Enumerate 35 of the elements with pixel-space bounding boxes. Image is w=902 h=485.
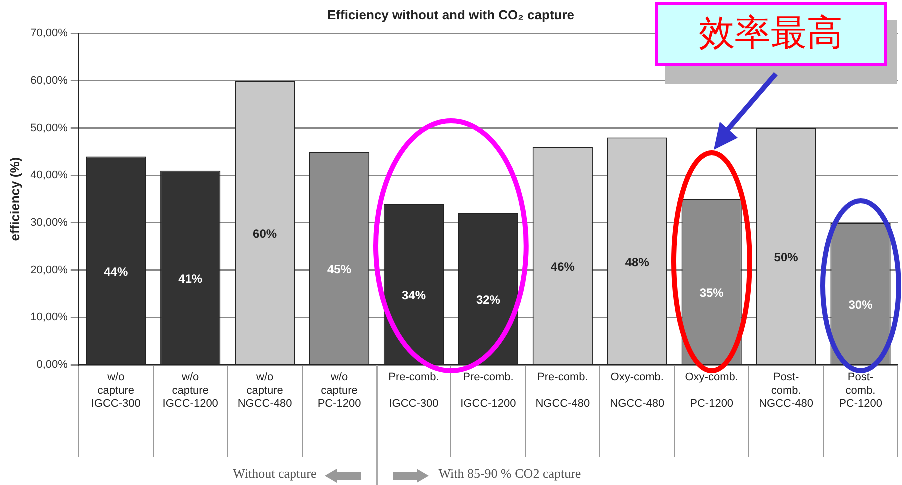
x-tick-label: w/o capture NGCC-480 <box>238 372 292 410</box>
category-label: Oxy-comb. NGCC-480 <box>610 372 665 410</box>
data-label: 60% <box>253 226 278 241</box>
y-tick-label: 0,00% <box>36 359 68 372</box>
annotation: 效率最高 <box>655 2 887 66</box>
data-label: 48% <box>625 255 650 270</box>
category-label: Pre-comb. IGCC-1200 <box>460 372 516 410</box>
y-tick-label: 50,00% <box>30 122 68 134</box>
data-label: 46% <box>550 260 576 274</box>
data-label: 44% <box>104 264 128 279</box>
y-tick-label: 10,00% <box>30 312 68 324</box>
y-tick-label: 70,00% <box>30 28 68 40</box>
data-label: 32% <box>476 293 501 308</box>
x-tick-label: w/o capture PC-1200 <box>318 372 362 410</box>
chart-title: Efficiency without and with CO₂ capture <box>327 7 575 22</box>
data-label: 50% <box>774 250 799 265</box>
y-axis-title: efficiency (%) <box>7 157 22 242</box>
data-label: 41% <box>178 272 203 286</box>
category-label: Oxy-comb. PC-1200 <box>685 372 738 410</box>
data-label: 35% <box>700 286 724 300</box>
y-tick-label: 40,00% <box>30 170 68 182</box>
category-label: Pre-comb. NGCC-480 <box>536 372 590 410</box>
y-tick-label: 20,00% <box>30 264 68 276</box>
x-tick-label: w/o capture IGCC-1200 <box>162 372 218 410</box>
text: With 85-90 % CO2 capture <box>438 466 582 482</box>
category-label: Pre-comb. IGCC-300 <box>388 372 440 410</box>
y-tick-label: 30,00% <box>30 217 68 230</box>
data-label: 30% <box>848 298 874 312</box>
x-tick-label: Post- comb. NGCC-480 <box>759 372 814 410</box>
x-tick-label: Post- comb. PC-1200 <box>839 372 882 410</box>
data-label: 34% <box>402 288 426 302</box>
y-tick-label: 60,00% <box>30 74 68 87</box>
x-tick-label: w/o capture IGCC-300 <box>91 372 141 410</box>
data-label: 45% <box>328 262 352 276</box>
text: Without capture <box>233 466 317 482</box>
